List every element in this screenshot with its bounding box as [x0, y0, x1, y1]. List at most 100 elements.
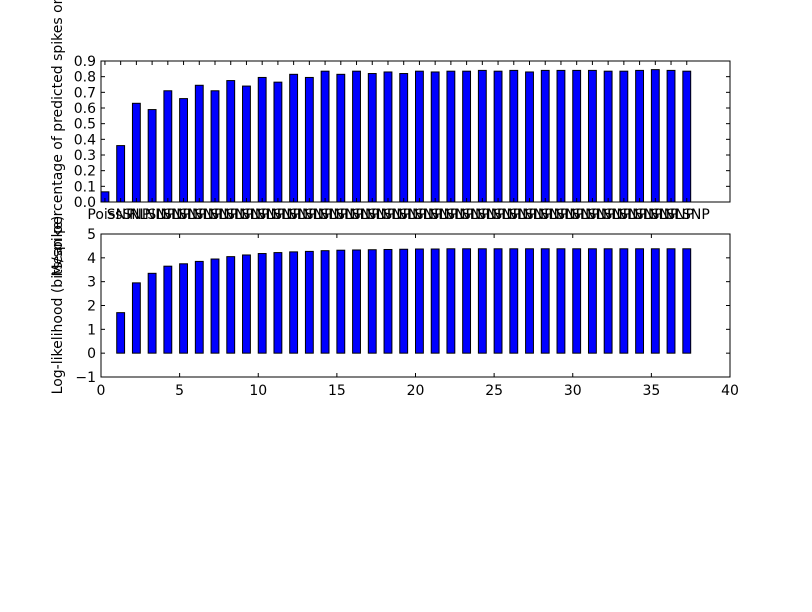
bottom-bar: [352, 249, 361, 354]
top-y-tick-label: 0.9: [74, 54, 96, 70]
bottom-bar: [399, 248, 409, 354]
top-x-tick-labels: PoissSNPSNPNLSNPNLSNPNLSNPNLSNPNLSNPNLSN…: [87, 61, 710, 223]
top-x-tick-label: NLSNP: [617, 207, 663, 223]
top-bar: [430, 71, 440, 203]
bottom-x-tick-label: 25: [485, 383, 503, 399]
bottom-bar: [320, 250, 330, 354]
top-bar: [572, 69, 582, 203]
bottom-y-tick-label: 2: [87, 299, 96, 315]
top-bar: [257, 76, 267, 203]
top-bar: [399, 73, 409, 203]
top-bar: [367, 73, 377, 203]
bottom-y-tick-label: 5: [87, 227, 96, 243]
bottom-bar: [540, 248, 550, 354]
top-bar: [493, 70, 503, 203]
top-x-tick-label: NLSNP: [428, 207, 474, 223]
bottom-bar: [336, 249, 346, 354]
top-axes-frame: [100, 60, 731, 203]
bottom-x-tick-label: 30: [564, 383, 582, 399]
top-x-tick-label: NLSNP: [569, 207, 615, 223]
bottom-bar: [525, 248, 534, 354]
bottom-bar: [163, 265, 173, 354]
top-bar: [462, 70, 472, 203]
bottom-bar: [493, 248, 503, 354]
top-bar: [446, 70, 456, 203]
top-bar: [477, 69, 487, 203]
top-x-tick-label: NLSNP: [475, 207, 521, 223]
top-y-tick-label: 0.5: [74, 117, 96, 133]
top-bar: [147, 109, 157, 203]
bottom-bar: [446, 248, 456, 354]
top-y-tick-label: 0.0: [74, 195, 96, 211]
bottom-bar: [226, 256, 236, 354]
top-bars: [100, 69, 692, 203]
top-y-tick-label: 0.6: [74, 101, 96, 117]
bottom-x-tick-label: 40: [721, 383, 739, 399]
bottom-bar: [116, 312, 126, 354]
bottom-y-tick-label: 4: [87, 251, 96, 267]
bottom-bar: [383, 248, 393, 354]
top-bar: [163, 90, 173, 203]
bottom-y-axis-label: Log-likelihood (bits/spike): [50, 216, 66, 395]
bottom-y-tick-label: 1: [87, 322, 96, 338]
top-x-tick-label: NLSNP: [365, 207, 411, 223]
top-y-axis-label: Mean percentage of predicted spikes on t: [50, 0, 66, 276]
bottom-bar: [682, 248, 692, 354]
top-bar: [650, 69, 660, 203]
top-x-tick-label: NLSNP: [333, 207, 379, 223]
top-bar: [383, 71, 393, 203]
top-bar: [635, 69, 645, 203]
top-x-tick-label: NLSNP: [223, 207, 269, 223]
top-y-tick-label: 0.2: [74, 164, 96, 180]
bottom-bar: [367, 249, 377, 354]
bottom-bar: [257, 253, 267, 354]
bottom-x-tick-label: 20: [407, 383, 425, 399]
top-x-tick-label: NLSNP: [585, 207, 631, 223]
top-x-tick-label: NLSNP: [506, 207, 552, 223]
bottom-bar: [194, 260, 204, 354]
bottom-y-tick-label: −1: [75, 370, 96, 386]
bottom-x-tick-label: 0: [97, 383, 106, 399]
bottom-x-tick-label: 10: [249, 383, 267, 399]
bottom-bar: [430, 248, 440, 354]
top-x-tick-label: NLSNP: [161, 207, 207, 223]
top-bar: [352, 70, 361, 203]
bottom-bar: [415, 248, 424, 354]
top-y-tick-label: 0.3: [74, 148, 96, 164]
top-x-tick-label: NLSNP: [255, 207, 301, 223]
bottom-bar: [210, 258, 220, 354]
top-bar: [304, 76, 314, 203]
top-bar: [226, 80, 236, 203]
top-bar: [682, 70, 692, 203]
bottom-bar: [572, 248, 582, 354]
top-x-tick-label: NLSNP: [239, 207, 285, 223]
bottom-bar: [462, 248, 472, 354]
top-x-tick-label: NLSNP: [522, 207, 568, 223]
bottom-bar: [556, 248, 566, 354]
top-bar: [603, 70, 613, 203]
top-x-tick-label: NLSNP: [396, 207, 442, 223]
top-y-tick-label: 0.1: [74, 179, 96, 195]
top-bar: [131, 102, 141, 203]
top-x-tick-label: NLSNP: [208, 207, 254, 223]
top-x-tick-label: NLSNP: [538, 207, 584, 223]
top-bar: [556, 69, 566, 203]
bottom-bar: [273, 252, 283, 354]
top-bar: [666, 69, 676, 203]
top-bar: [320, 70, 330, 203]
top-x-tick-label: Poiss: [87, 207, 122, 223]
top-bar: [509, 69, 519, 203]
top-x-tick-label: NLSNP: [381, 207, 427, 223]
top-x-tick-label: NLSNP: [459, 207, 505, 223]
top-x-tick-label: NLSNP: [491, 207, 537, 223]
bottom-x-tick-label: 15: [328, 383, 346, 399]
bottom-bar: [179, 263, 188, 354]
bottom-bar: [289, 251, 299, 354]
top-y-tick-label: 0.8: [74, 70, 96, 86]
top-x-tick-label: NLSNP: [318, 207, 364, 223]
top-axes: 0.00.10.20.30.40.50.60.70.80.9 PoissSNPS…: [50, 0, 731, 276]
top-x-tick-label: NLSNP: [129, 207, 175, 223]
top-x-tick-label: NLSNP: [145, 207, 191, 223]
top-bar: [525, 71, 534, 203]
top-bar: [179, 98, 188, 203]
